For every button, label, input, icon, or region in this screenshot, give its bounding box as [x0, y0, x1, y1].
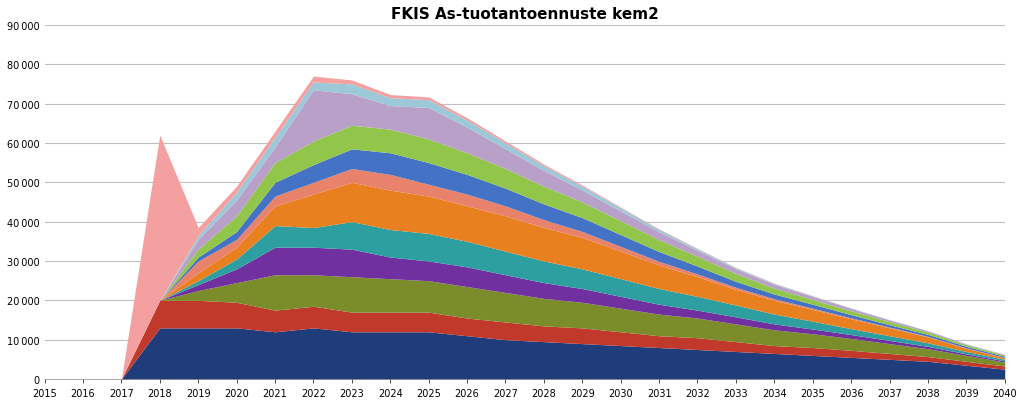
Title: FKIS As-tuotantoennuste kem2: FKIS As-tuotantoennuste kem2: [391, 7, 658, 22]
